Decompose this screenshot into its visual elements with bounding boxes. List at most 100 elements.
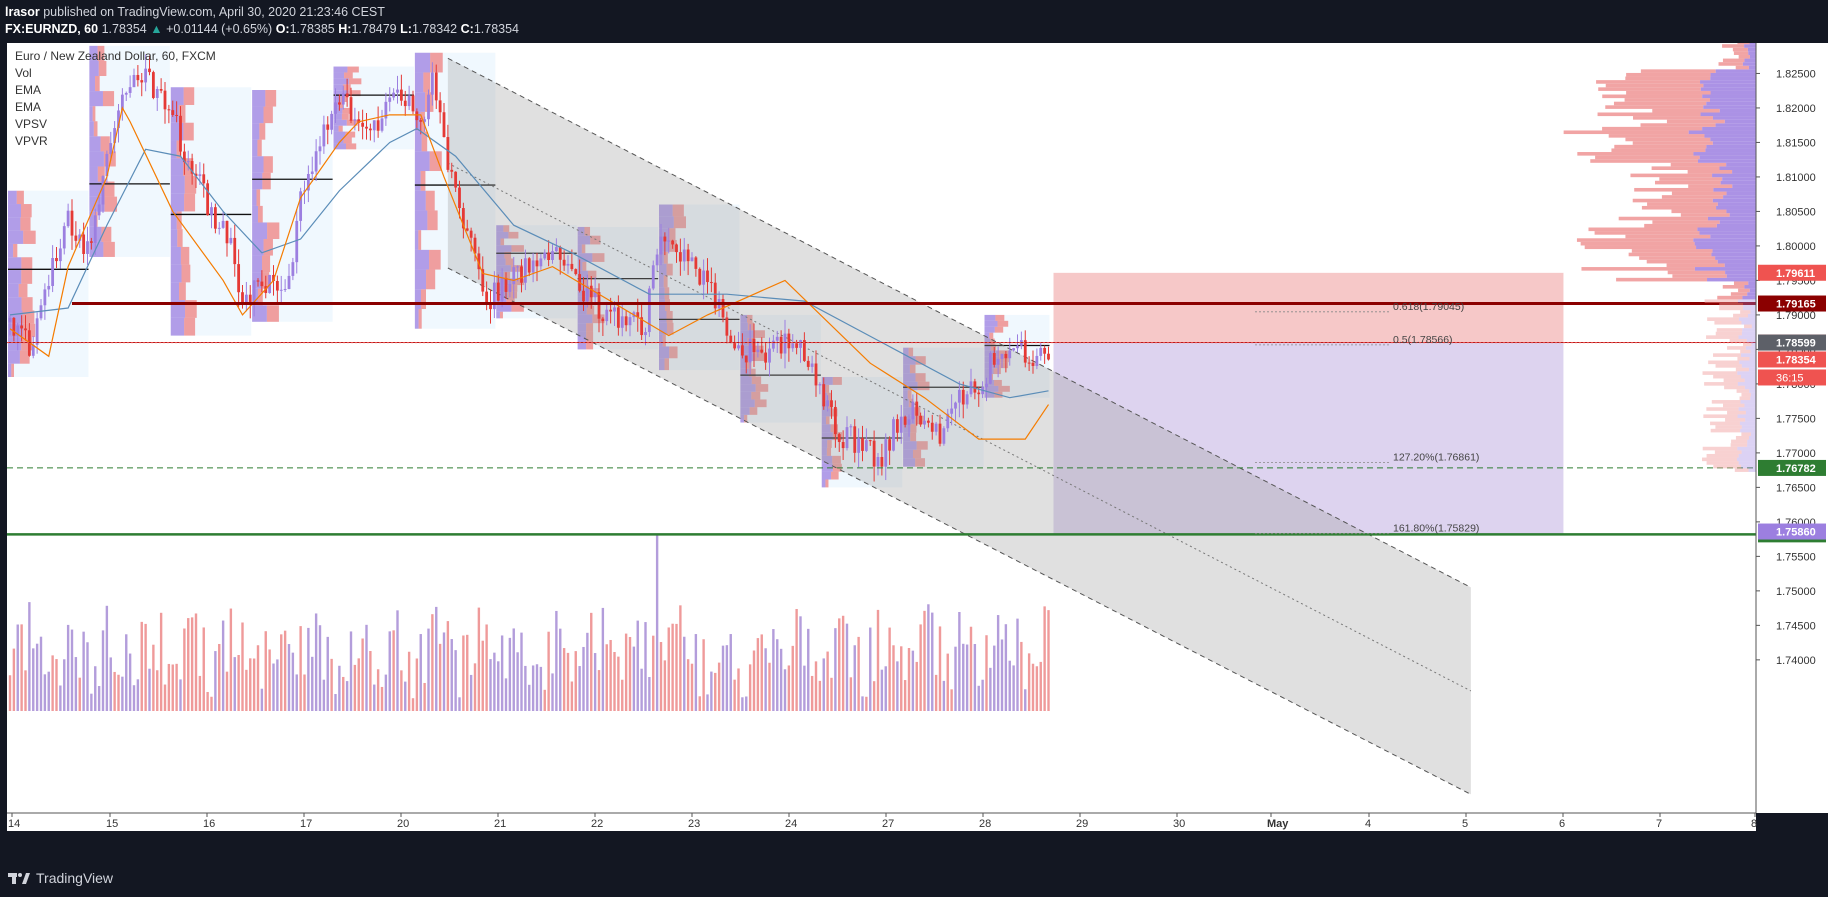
candle-body: [430, 72, 434, 95]
vpvr-sell-bar: [1626, 90, 1711, 95]
price-chart-svg[interactable]: 0.618(1.79045) 0.5(1.78566) 127.20%(1.7686…: [0, 34, 1828, 860]
volume-bar: [24, 670, 27, 711]
vpvr-buy-bar: [1715, 256, 1756, 260]
candle-body: [988, 353, 992, 384]
session-profile-buy: [170, 140, 177, 159]
volume-bar: [717, 662, 721, 711]
vpvr-buy-bar: [1741, 374, 1756, 379]
chart-area[interactable]: 0.618(1.79045) 0.5(1.78566) 127.20%(1.7686…: [0, 34, 1828, 860]
session-profile-sell: [180, 246, 190, 265]
session-profile-buy: [740, 407, 750, 415]
volume-bar: [256, 645, 260, 711]
session-profile-buy: [252, 305, 267, 322]
candle-body: [194, 173, 198, 177]
volume-bar: [810, 675, 814, 711]
candle-body: [992, 353, 996, 365]
volume-bar: [396, 610, 399, 711]
vpvr-sell-bar: [1711, 400, 1741, 404]
volume-bar: [644, 622, 647, 711]
session-profile-sell: [23, 230, 36, 244]
fib-label: 127.20%(1.76861): [1393, 451, 1479, 463]
x-tick-label: 15: [106, 818, 118, 830]
volume-bar: [423, 682, 426, 711]
vpvr-buy-bar: [1746, 338, 1756, 343]
candle-body: [903, 416, 907, 425]
vpvr-buy-bar: [1702, 126, 1756, 131]
candle-body: [713, 282, 717, 309]
vpvr-buy-bar: [1749, 54, 1756, 59]
candle-body: [314, 151, 318, 172]
tradingview-logo[interactable]: TradingView: [8, 870, 113, 886]
session-profile-buy: [89, 136, 101, 152]
volume-bar: [694, 634, 698, 711]
session-profile-sell: [11, 363, 15, 377]
change-value: +0.01144 (+0.65%): [166, 22, 273, 36]
session-profile-sell: [420, 111, 425, 132]
session-profile-buy: [170, 158, 184, 176]
candle-body: [500, 277, 504, 301]
vpvr-sell-bar: [1730, 443, 1748, 447]
session-profile-sell: [747, 314, 753, 323]
session-profile-sell: [263, 239, 273, 256]
volume-bar: [376, 669, 380, 711]
x-tick-label: 27: [882, 818, 894, 830]
volume-bar: [86, 642, 89, 711]
session-profile-sell: [997, 356, 1009, 363]
volume-bar: [276, 659, 279, 711]
vpvr-sell-bar: [1625, 234, 1711, 239]
session-profile-buy: [170, 264, 182, 283]
vpvr-sell-bar: [1710, 421, 1740, 426]
session-profile-sell: [338, 102, 344, 108]
candle-body: [795, 343, 799, 348]
y-tick-label: 1.82000: [1776, 103, 1816, 115]
session-profile-sell: [429, 249, 441, 270]
volume-bar: [469, 674, 473, 711]
vpvr-sell-bar: [1616, 277, 1708, 282]
session-profile-sell: [916, 441, 928, 450]
volume-bar: [845, 623, 849, 711]
session-profile-buy: [252, 189, 257, 206]
volume-bar: [125, 634, 128, 711]
candle-body: [985, 383, 988, 388]
session-profile-buy: [740, 391, 752, 400]
session-profile-buy: [821, 455, 833, 464]
volume-bar: [233, 657, 236, 711]
volume-bar: [47, 671, 50, 711]
vpvr-sell-bar: [1577, 152, 1694, 156]
vpvr-buy-bar: [1740, 400, 1756, 404]
candle-body: [213, 207, 217, 229]
x-tick-label: May: [1267, 818, 1289, 830]
bottom-bar: TradingView: [0, 860, 1828, 897]
session-profile-buy: [496, 271, 504, 279]
vpvr-sell-bar: [1730, 292, 1748, 296]
volume-bar: [884, 666, 887, 711]
volume-bar: [152, 644, 155, 711]
price-tag-bg: [1758, 264, 1826, 281]
volume-bar: [466, 634, 469, 711]
session-profile-buy: [496, 305, 512, 312]
author-name[interactable]: lrasor: [5, 5, 40, 19]
candle-body: [647, 288, 651, 333]
session-profile-buy: [333, 90, 349, 97]
session-profile-buy: [821, 432, 833, 441]
session-profile-sell: [909, 364, 916, 374]
candle-body: [752, 338, 756, 353]
session-profile-buy: [821, 479, 826, 488]
up-arrow-icon: ▲: [150, 22, 163, 36]
volume-bar: [458, 697, 461, 711]
candle-body: [43, 289, 47, 306]
ohlc-line: FX:EURNZD, 60 1.78354 ▲ +0.01144 (+0.65%…: [5, 22, 519, 36]
vpvr-sell-bar: [1715, 364, 1742, 368]
volume-bar: [841, 615, 845, 711]
candle-body: [365, 126, 368, 129]
session-profile-sell: [827, 392, 833, 401]
volume-bar: [392, 630, 395, 711]
candle-body: [729, 335, 733, 344]
candle-body: [733, 343, 737, 349]
session-profile-buy: [984, 338, 991, 345]
vpvr-sell-bar: [1706, 453, 1739, 458]
volume-bar: [136, 679, 140, 711]
volume-bar: [609, 639, 612, 711]
vpvr-sell-bar: [1596, 80, 1701, 84]
session-profile-sell: [347, 66, 359, 73]
